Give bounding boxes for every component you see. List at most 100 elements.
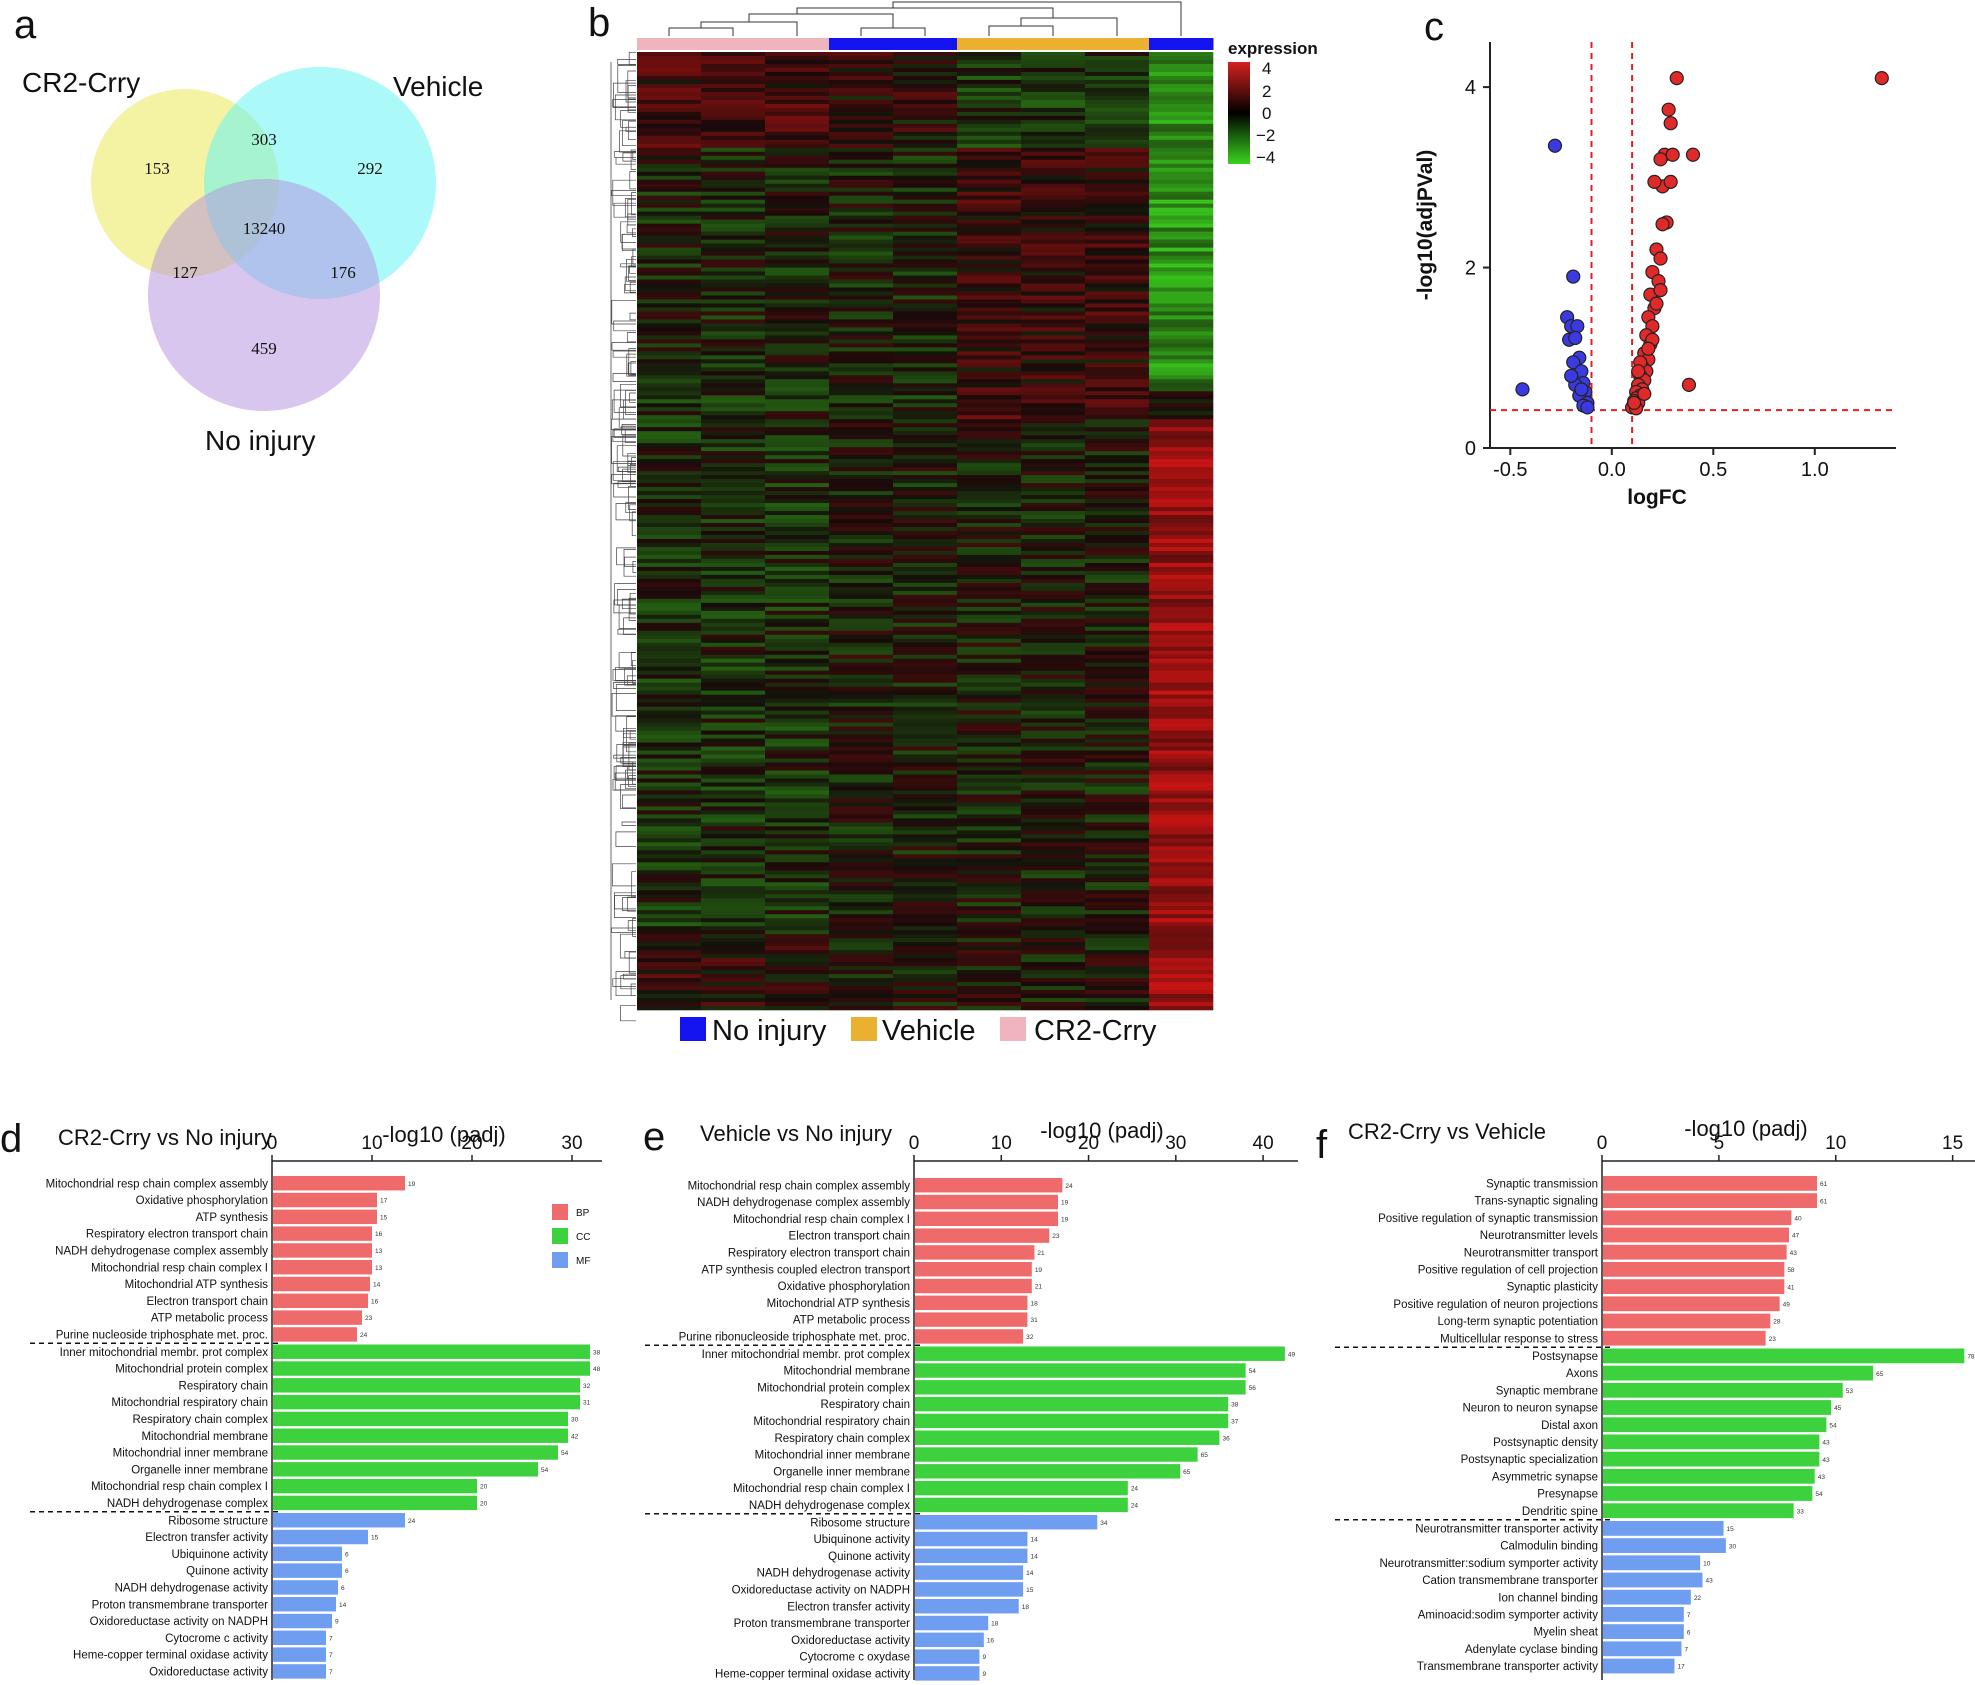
heatmap-cell [1021,562,1086,568]
heatmap-cell [1149,459,1214,464]
heatmap-cell [1085,203,1150,208]
heatmap-cell [957,407,1022,412]
heatmap-cell [829,942,894,947]
heatmap-cell [701,419,766,424]
heatmap-cell [829,554,894,560]
heatmap-cell [1021,810,1086,815]
heatmap-cell [1085,930,1150,935]
heatmap-cell [637,778,702,783]
heatmap-cell [1085,982,1150,987]
heatmap-cell [701,507,766,512]
heatmap-cell [765,515,830,520]
heatmap-cell [957,874,1022,879]
heatmap-cell [829,930,894,935]
heatmap-cell [957,990,1022,995]
heatmap-cell [1085,822,1150,827]
heatmap-cell [1021,187,1086,193]
go-term-label: Electron transport chain [147,1296,268,1308]
heatmap-cell [893,630,958,636]
heatmap-cell [1149,990,1214,995]
go-gene-count: 42 [571,1433,579,1440]
heatmap-cell [701,231,766,236]
heatmap-cell [829,99,894,105]
heatmap-cell [637,682,702,687]
heatmap-cell [1021,834,1086,839]
heatmap-cell [829,678,894,683]
heatmap-cell [957,566,1022,572]
heatmap-cell [765,698,830,703]
go-term-label: Positive regulation of synaptic transmis… [1378,1213,1598,1225]
heatmap-cell [893,527,958,532]
heatmap-cell [893,351,958,356]
heatmap-cell [701,235,766,240]
heatmap-cell [1085,395,1150,400]
heatmap-cell [637,986,702,991]
heatmap-cell [637,435,702,440]
dendrogram-branch [626,353,636,377]
heatmap-cell [893,311,958,316]
heatmap-cell [637,534,702,540]
heatmap-cell [957,163,1022,169]
heatmap-cell [957,527,1022,532]
go-bar [273,1293,368,1309]
heatmap-cell [829,475,894,480]
go-bar [1603,1658,1675,1674]
heatmap-cell [637,618,702,624]
heatmap-cell [765,614,830,620]
heatmap-cell [829,814,894,819]
go-gene-count: 9 [335,1619,339,1626]
heatmap-cell [637,666,702,672]
go-bar [273,1580,338,1595]
heatmap-cell [957,419,1022,424]
heatmap-cell [1149,570,1214,576]
heatmap-cell [829,52,894,57]
heatmap-cell [637,411,702,416]
heatmap-cell [1149,910,1214,915]
heatmap-cell [637,447,702,452]
heatmap-cell [1149,970,1214,975]
heatmap-cell [1085,838,1150,843]
go-gene-count: 43 [1822,1440,1830,1447]
heatmap-cell [637,602,702,608]
dendrogram-branch [628,597,636,621]
heatmap-cell [701,119,766,125]
heatmap-cell [829,630,894,636]
heatmap-cell [1085,495,1150,500]
heatmap-cell [1021,215,1086,220]
heatmap-cell [1085,762,1150,767]
heatmap-cell [1021,519,1086,524]
legend-label-no-injury: No injury [712,1015,827,1047]
heatmap-cell [701,974,766,979]
go-gene-count: 17 [1677,1664,1685,1671]
heatmap-cell [829,59,894,65]
go-gene-count: 31 [583,1400,591,1407]
heatmap-cell [1149,519,1214,524]
heatmap-cell [1021,638,1086,644]
heatmap-cell [1021,710,1086,715]
heatmap-cell [701,175,766,181]
go-gene-count: 54 [1815,1491,1823,1498]
heatmap-cell [637,954,702,959]
heatmap-cell [765,990,830,995]
heatmap-cell [893,131,958,137]
heatmap-cell [829,822,894,827]
volcano-y-tick-label: 0 [1465,438,1476,460]
heatmap-cell [893,439,958,444]
heatmap-cell [1149,339,1214,344]
heatmap-cell [701,754,766,759]
go-gene-count: 18 [1022,1604,1030,1611]
heatmap-cell [829,351,894,356]
heatmap-cell [1085,558,1150,564]
heatmap-cell [765,383,830,388]
heatmap-cell [957,954,1022,959]
heatmap-cell [957,794,1022,799]
heatmap-cell [1149,103,1214,109]
heatmap-cell [829,331,894,336]
heatmap-cell [1149,435,1214,440]
heatmap-cell [1085,918,1150,923]
heatmap-cell [1085,463,1150,468]
go-bar [1603,1607,1684,1622]
heatmap-cell [1021,950,1086,955]
heatmap-cell [1085,67,1150,73]
heatmap-cell [893,139,958,145]
